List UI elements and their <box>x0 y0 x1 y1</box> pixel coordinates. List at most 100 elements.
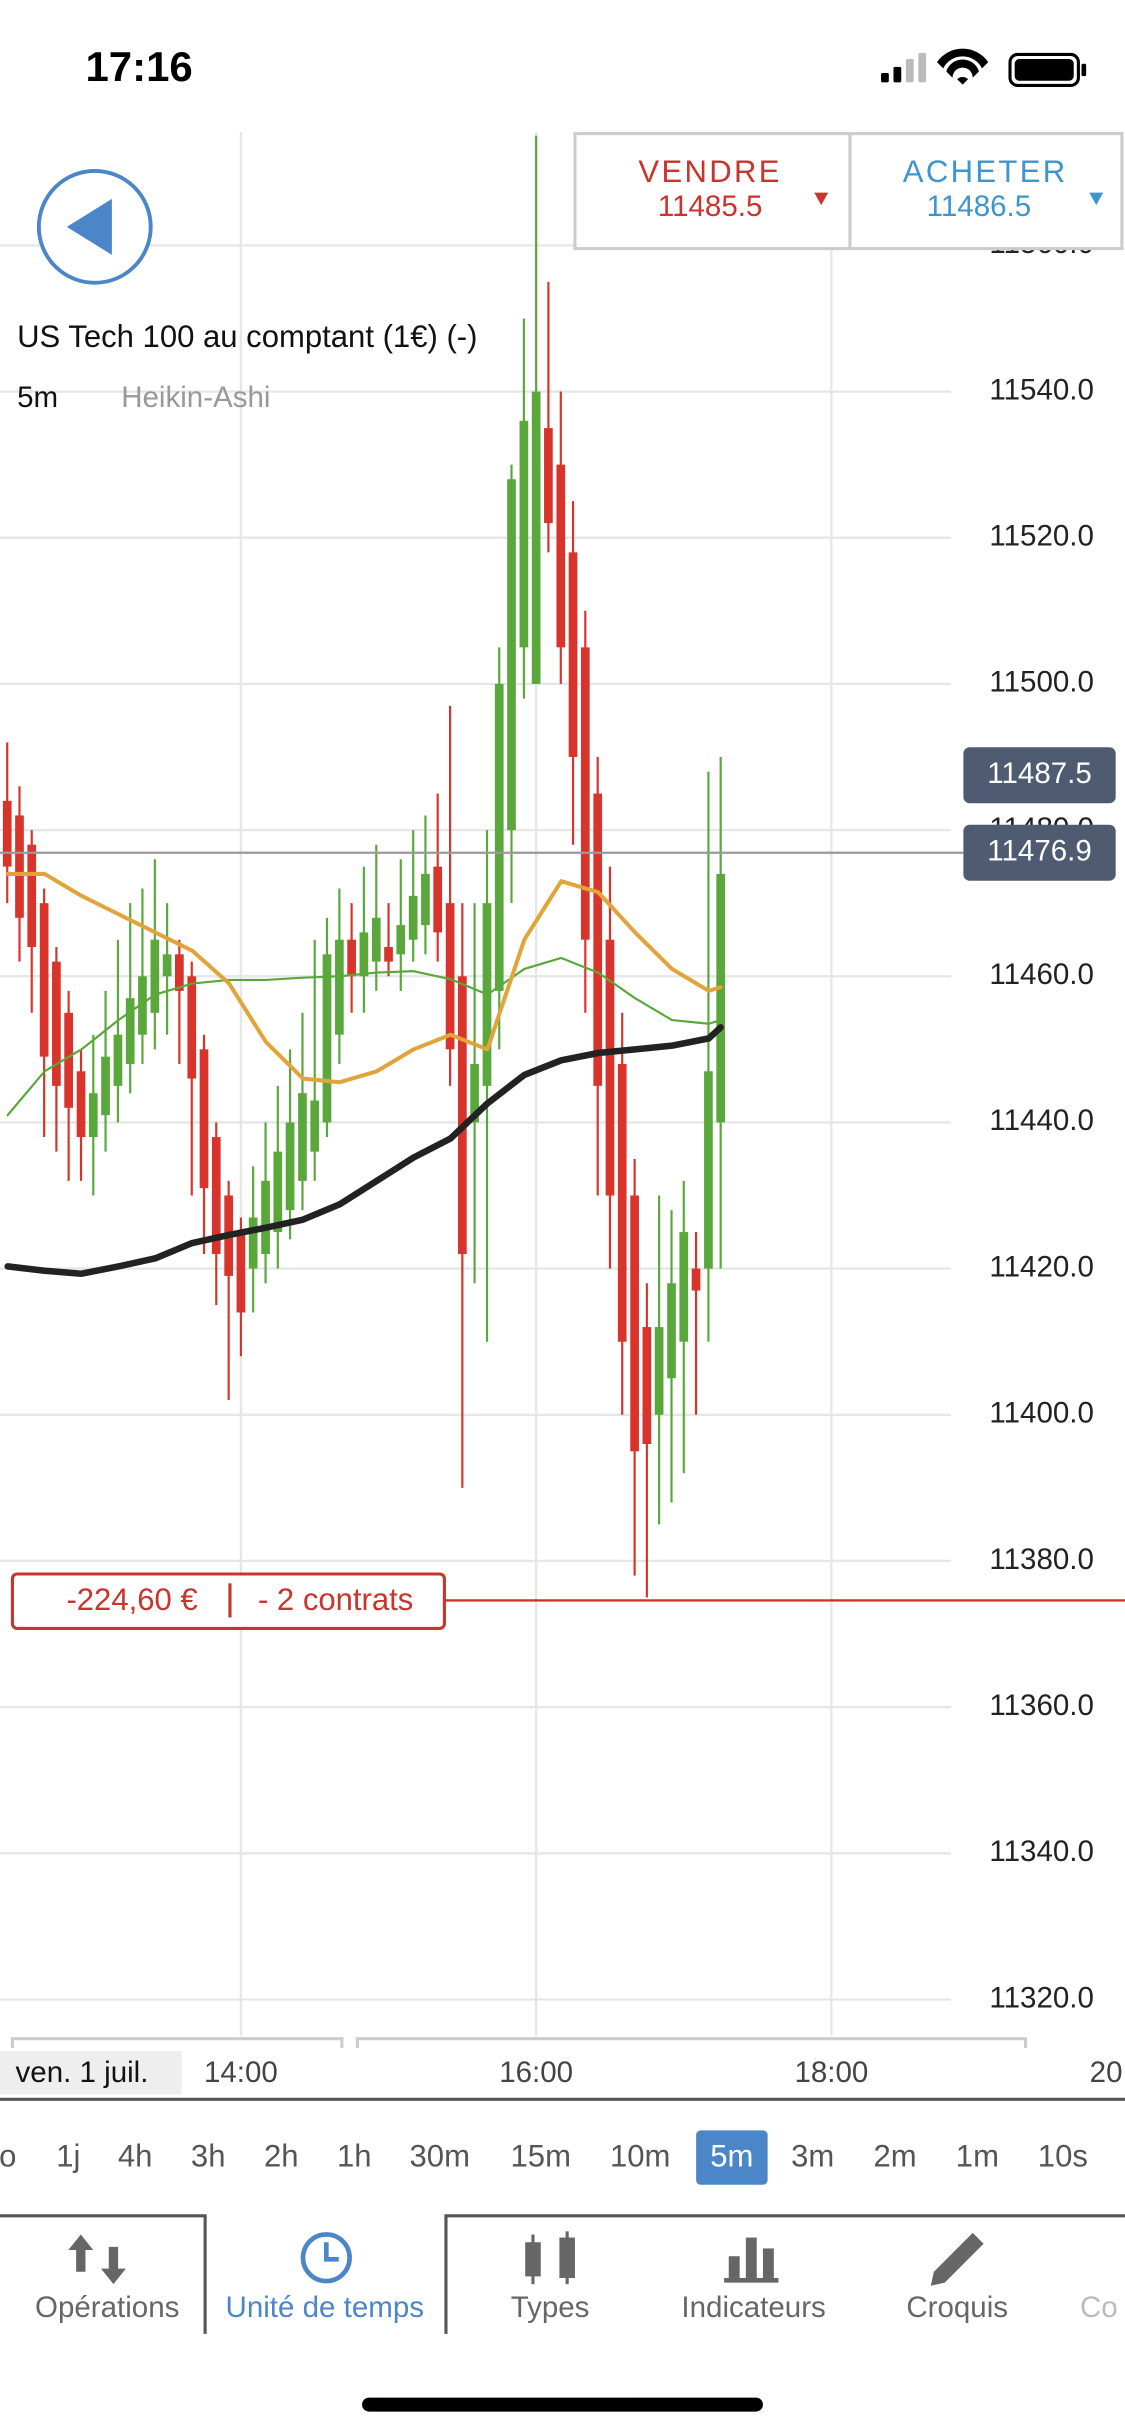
scrollbar <box>10 2037 1028 2048</box>
timeframe-button[interactable]: 1j <box>56 2139 80 2174</box>
candle-body <box>52 961 61 1086</box>
tab-label[interactable]: Opérations <box>35 2291 179 2324</box>
buy-label: ACHETER <box>903 154 1068 189</box>
candle-body <box>691 1268 701 1291</box>
candle-body <box>654 1327 664 1415</box>
x-tick-label: 16:00 <box>499 2056 573 2089</box>
candle-body <box>667 1283 676 1379</box>
candle-body <box>298 1093 307 1181</box>
candle-body <box>716 873 726 1123</box>
position-pnl: -224,60 € <box>66 1582 197 1617</box>
tab-label[interactable]: Indicateurs <box>681 2291 825 2324</box>
timeframe-button[interactable]: 2m <box>873 2139 916 2174</box>
tab-icon-indicators <box>724 2237 779 2283</box>
tab-label[interactable]: Co <box>1080 2291 1118 2324</box>
timeframe-button[interactable]: 4h <box>118 2139 153 2174</box>
timeframe-button[interactable]: 30m <box>410 2139 470 2174</box>
back-button[interactable] <box>36 168 153 285</box>
candle-body <box>507 479 516 831</box>
plot <box>2 135 726 1598</box>
buy-button[interactable]: ACHETER 11486.5 <box>903 154 1104 223</box>
y-tick-label: 11340.0 <box>989 1835 1094 1868</box>
candle-body <box>64 1012 73 1108</box>
candle-body <box>347 939 356 977</box>
candle-body <box>630 1195 639 1452</box>
tab-label[interactable]: Croquis <box>906 2291 1008 2324</box>
date-label: ven. 1 juil. <box>16 2056 149 2089</box>
candle-body <box>470 1063 479 1123</box>
candle-body <box>273 1151 283 1233</box>
candle-body <box>457 976 467 1254</box>
tab-bar <box>0 2214 1125 2334</box>
candle-body <box>199 1049 209 1189</box>
candle-body <box>15 815 24 918</box>
candle-body <box>421 873 430 926</box>
indicator-line <box>5 871 723 1085</box>
timeframe-button[interactable]: o <box>0 2139 16 2174</box>
buy-arrow <box>1089 192 1104 206</box>
sell-arrow <box>814 192 829 206</box>
candle-body <box>211 1137 221 1254</box>
candle-body <box>88 1093 98 1138</box>
candle-body <box>617 1063 627 1342</box>
indicator-line <box>4 1024 724 1277</box>
y-tick-label: 11360.0 <box>989 1689 1094 1722</box>
candle-body <box>113 1034 123 1086</box>
timeframe-button[interactable]: 10s <box>1038 2139 1088 2174</box>
y-tick-label: 11520.0 <box>989 520 1094 553</box>
timeframe-button[interactable]: 5m <box>710 2139 753 2174</box>
y-tick-label: 11540.0 <box>989 373 1094 406</box>
tab-icon-time <box>300 2232 352 2284</box>
candle-body <box>408 895 418 940</box>
buy-price: 11486.5 <box>927 190 1032 223</box>
timeframe-button[interactable]: 3h <box>191 2139 226 2174</box>
instrument-name: US Tech 100 au comptant (1€) (-) <box>17 319 477 354</box>
y-tick-label: 11320.0 <box>989 1981 1094 2014</box>
candle-body <box>2 800 12 867</box>
x-tick-label: 20:00 <box>1090 2056 1125 2089</box>
x-tick-label: 14:00 <box>204 2056 278 2089</box>
sell-button[interactable]: VENDRE 11485.5 <box>638 154 829 223</box>
candle-body <box>175 954 184 991</box>
y-tick-label: 11440.0 <box>989 1104 1094 1137</box>
price-tag-label: 11476.9 <box>987 835 1092 868</box>
tab-icon-sketch <box>930 2232 984 2286</box>
status-time: 17:16 <box>85 43 192 90</box>
candle-body <box>335 939 344 1035</box>
tab-icon-operations <box>68 2234 126 2285</box>
tab-label[interactable]: Types <box>511 2291 590 2324</box>
timeframe-button[interactable]: 3m <box>791 2139 834 2174</box>
candle-body <box>322 954 332 1123</box>
timeframe-button[interactable]: 15m <box>511 2139 571 2174</box>
candle-body <box>679 1232 689 1342</box>
candle-body <box>125 998 135 1064</box>
trade-panel <box>573 132 1124 251</box>
candle-body <box>642 1327 652 1445</box>
candle-body <box>27 844 37 948</box>
tab-icon-types <box>525 2231 575 2285</box>
timeframe-button[interactable]: 2h <box>264 2139 299 2174</box>
candle-body <box>704 1071 713 1269</box>
timeframe-button[interactable]: 1m <box>956 2139 999 2174</box>
chart-style: Heikin-Ashi <box>121 381 270 414</box>
home-indicator <box>362 2397 763 2412</box>
timeframe-button[interactable]: 1h <box>337 2139 372 2174</box>
candle-body <box>605 939 615 1196</box>
candle-body <box>433 866 443 933</box>
candle-body <box>384 947 393 962</box>
tab-label[interactable]: Unité de temps <box>226 2291 425 2324</box>
candle-body <box>556 464 566 648</box>
y-tick-label: 11420.0 <box>989 1250 1094 1283</box>
candle-body <box>39 903 49 1057</box>
timeframe-selected <box>696 2130 768 2185</box>
candle-body <box>310 1100 320 1152</box>
candle-body <box>187 976 197 1079</box>
timeframe-button[interactable]: 10m <box>610 2139 670 2174</box>
y-tick-label: 11500.0 <box>989 666 1094 699</box>
y-tick-label: 11400.0 <box>989 1397 1094 1430</box>
candle-body <box>580 647 590 940</box>
interval: 5m <box>17 381 58 414</box>
candle-body <box>236 1232 246 1313</box>
